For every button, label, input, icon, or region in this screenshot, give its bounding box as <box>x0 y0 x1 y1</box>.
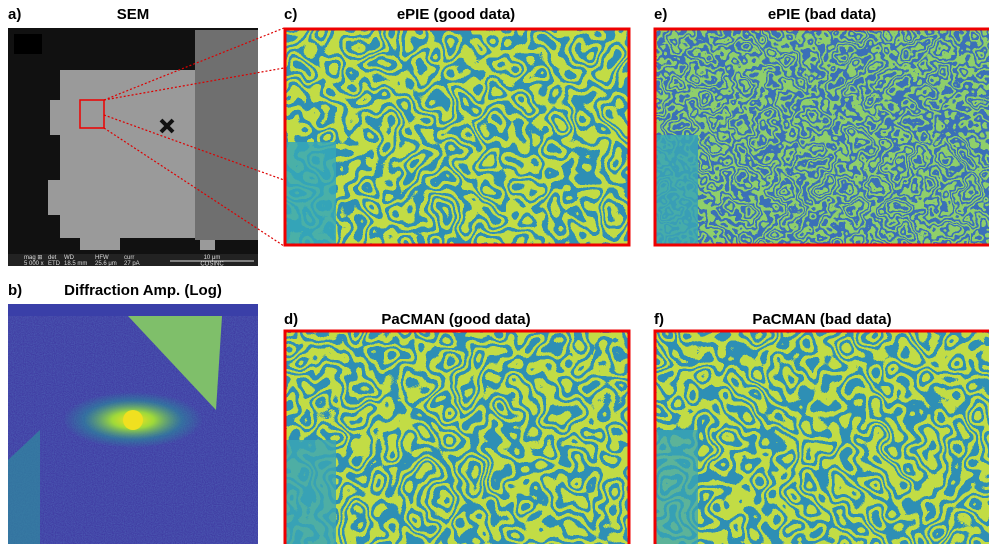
figure: a) SEM 5 000 x mag ⊞ det ETD WD 18.5 mm … <box>0 0 989 544</box>
sem-image: 5 000 x mag ⊞ det ETD WD 18.5 mm HFW 25.… <box>8 28 258 268</box>
sem-info: 5 000 x <box>24 261 44 267</box>
sem-info: 18.5 mm <box>64 261 87 267</box>
panel-label: c) <box>284 6 297 23</box>
panel-d: d) PaCMAN (good data) <box>284 311 630 544</box>
panel-title: Diffraction Amp. (Log) <box>64 282 222 299</box>
panel-title: SEM <box>117 6 150 23</box>
panel-label: a) <box>8 6 21 23</box>
sem-info: ETD <box>48 261 61 267</box>
scale-bar-label: 10 μm <box>204 255 221 261</box>
diffraction-image <box>8 304 258 544</box>
panel-c: c) ePIE (good data) <box>284 6 630 246</box>
panel-title: PaCMAN (good data) <box>381 311 530 328</box>
panel-label: d) <box>284 311 298 328</box>
panel-e: e) ePIE (bad data) <box>654 6 989 246</box>
panel-title: PaCMAN (bad data) <box>752 311 891 328</box>
panel-label: f) <box>654 311 664 328</box>
panel-label: e) <box>654 6 667 23</box>
panel-label: b) <box>8 282 22 299</box>
panel-title: ePIE (good data) <box>397 6 515 23</box>
sem-info: mag ⊞ <box>24 255 42 261</box>
sem-info: COSINC <box>200 262 224 268</box>
sem-info: 25.6 μm <box>95 261 117 267</box>
sem-info: 27 pA <box>124 261 140 267</box>
panel-title: ePIE (bad data) <box>768 6 876 23</box>
panel-f: f) PaCMAN (bad data) <box>654 311 989 544</box>
